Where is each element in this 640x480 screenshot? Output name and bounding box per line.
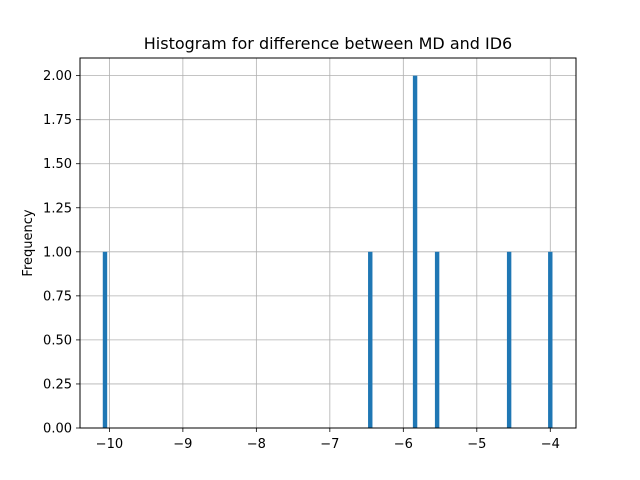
grid-lines <box>80 58 576 429</box>
histogram-bar <box>434 251 440 428</box>
x-axis: −10 −9 −8 −7 −6 −5 −4 <box>96 428 560 452</box>
y-axis-label: Frequency <box>21 209 36 276</box>
y-tick-label: 2.00 <box>43 69 72 84</box>
x-tick-label: −5 <box>467 437 486 452</box>
y-axis: 0.00 0.25 0.50 0.75 1.00 1.25 1.50 1.75 2.00 <box>43 69 80 437</box>
x-tick-label: −7 <box>320 437 339 452</box>
y-tick-label: 0.75 <box>43 289 72 304</box>
y-tick-label: 1.50 <box>43 157 72 172</box>
x-tick-label: −4 <box>541 437 560 452</box>
histogram-bar <box>368 251 373 428</box>
y-tick-label: 1.00 <box>43 245 72 260</box>
y-tick-label: 1.25 <box>43 201 72 216</box>
histogram-bar <box>548 251 553 428</box>
x-tick-label: −9 <box>173 437 192 452</box>
x-tick-label: −6 <box>394 437 413 452</box>
plot-frame <box>79 57 577 429</box>
y-tick-label: 0.50 <box>43 333 72 348</box>
y-tick-label: 0.00 <box>43 422 72 437</box>
y-tick-label: 0.25 <box>43 377 72 392</box>
histogram-bar <box>506 251 512 428</box>
histogram-bars <box>102 75 553 428</box>
histogram-bar <box>102 251 108 428</box>
y-tick-label: 1.75 <box>43 113 72 128</box>
chart-title: Histogram for difference between MD and … <box>144 34 512 53</box>
histogram-bar <box>412 75 418 428</box>
x-tick-label: −8 <box>247 437 266 452</box>
x-tick-label: −10 <box>96 437 123 452</box>
